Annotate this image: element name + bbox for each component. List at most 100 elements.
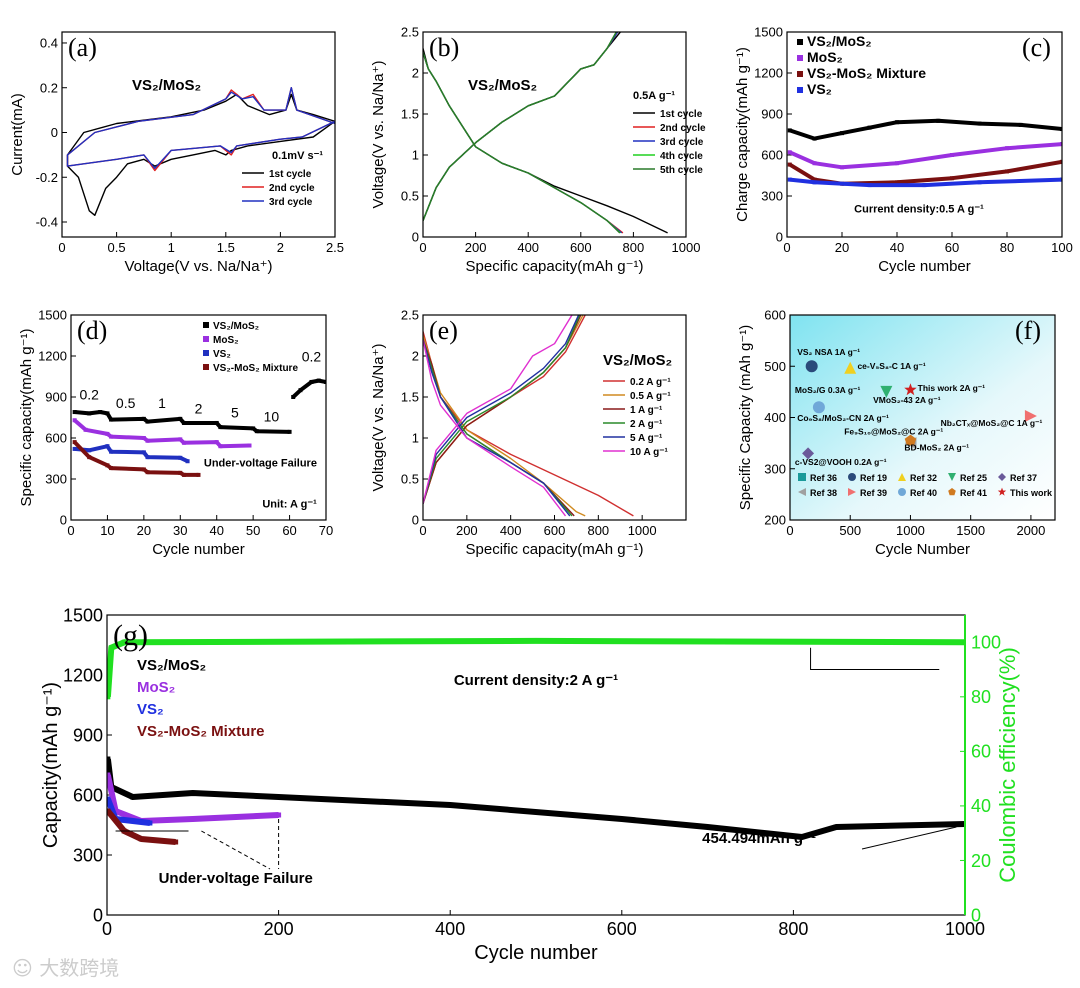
data-point xyxy=(812,161,817,166)
data-point xyxy=(950,153,954,157)
data-point xyxy=(812,401,825,414)
x-tick-label: 0 xyxy=(102,919,112,939)
data-point xyxy=(812,177,817,182)
annotation: Under-voltage Failure xyxy=(204,458,317,470)
legend-label: 2nd cycle xyxy=(660,123,706,134)
legend-marker xyxy=(203,350,209,356)
legend-marker xyxy=(998,473,1006,481)
data-point xyxy=(214,420,219,425)
y-right-tick-label: 20 xyxy=(971,851,991,871)
data-point xyxy=(904,434,917,446)
legend-label: Ref 25 xyxy=(960,473,987,483)
panel-title: VS₂/MoS₂ xyxy=(603,352,672,369)
x-tick-label: 1000 xyxy=(945,919,985,939)
y-axis-label: Specific capacity(mAh g⁻¹) xyxy=(18,329,35,507)
data-point xyxy=(87,411,92,416)
annotation: ce-V₅S₈-C 1A g⁻¹ xyxy=(857,361,925,371)
annotation: c-VS2@VOOH 0.2A g⁻¹ xyxy=(795,457,887,467)
annotation: VMoS₂-43 2A g⁻¹ xyxy=(873,395,941,405)
data-point xyxy=(83,427,88,432)
data-point xyxy=(1060,127,1062,132)
data-point xyxy=(962,821,965,827)
x-tick-label: 800 xyxy=(623,240,645,255)
panel-label: (c) xyxy=(1022,33,1051,62)
data-point xyxy=(276,812,282,818)
data-point xyxy=(72,446,77,451)
y-tick-label: 900 xyxy=(73,725,103,745)
x-tick-label: 50 xyxy=(246,523,260,538)
data-point xyxy=(121,639,127,645)
legend-marker xyxy=(848,488,856,496)
y-tick-label: 300 xyxy=(764,461,786,476)
data-point xyxy=(802,447,815,460)
x-tick-label: 60 xyxy=(945,240,959,255)
data-point xyxy=(109,466,114,471)
series-group xyxy=(423,32,668,234)
x-tick-label: 1.5 xyxy=(217,240,235,255)
data-point xyxy=(130,794,136,800)
y-tick-label: 1500 xyxy=(754,25,783,40)
legend-label: VS₂-MoS₂ Mixture xyxy=(137,723,265,740)
data-point xyxy=(922,183,927,188)
panel-b: 0 200 400 600 800 1000 0 0.5 1 1.5 2 2.5 Specific ca… xyxy=(370,25,706,275)
data-point xyxy=(72,418,77,423)
annotation: VS₂ NSA 1A g⁻¹ xyxy=(797,347,860,357)
data-point xyxy=(812,180,817,185)
data-point xyxy=(1060,159,1062,164)
data-point xyxy=(787,128,792,133)
y-tick-label: 0 xyxy=(60,513,67,528)
legend-marker xyxy=(948,488,956,496)
x-axis-label: Specific capacity(mAh g⁻¹) xyxy=(466,541,644,558)
data-point xyxy=(72,440,77,445)
annotation: 0.5 xyxy=(116,395,136,411)
data-point xyxy=(291,395,296,399)
data-point xyxy=(840,131,844,136)
data-point xyxy=(107,808,111,814)
data-point xyxy=(1024,409,1037,422)
panel-a: 0 0.5 1 1.5 2 2.5 -0.4 -0.2 0 0.2 0.4 Voltage(V vs.… xyxy=(9,31,344,275)
data-point xyxy=(812,136,817,141)
y-right-tick-label: 100 xyxy=(971,633,1001,653)
x-axis-label: Voltage(V vs. Na/Na⁺) xyxy=(125,258,273,275)
data-point xyxy=(138,836,144,842)
data-point xyxy=(178,416,183,421)
legend-label: MoS₂ xyxy=(213,335,239,346)
panel-label: (f) xyxy=(1015,316,1041,345)
y-right-tick-label: 80 xyxy=(971,687,991,707)
series-line xyxy=(789,177,1062,188)
y-tick-label: 0 xyxy=(412,513,419,528)
y-axis-label: Charge capacity(mAh g⁻¹) xyxy=(734,47,751,222)
x-axis-label: Cycle Number xyxy=(875,541,970,558)
data-point xyxy=(218,425,223,430)
legend-label: VS₂/MoS₂ xyxy=(213,321,259,332)
x-tick-label: 200 xyxy=(456,523,478,538)
x-tick-label: 600 xyxy=(607,919,637,939)
legend-marker xyxy=(798,488,806,496)
data-point xyxy=(895,120,899,125)
x-tick-label: 0 xyxy=(786,523,793,538)
series-line xyxy=(66,93,335,217)
y-tick-label: 1.5 xyxy=(401,390,419,405)
data-point xyxy=(1060,177,1062,182)
y-tick-label: 1200 xyxy=(754,66,783,81)
data-point xyxy=(141,416,146,421)
series-line xyxy=(423,315,581,504)
x-tick-label: 30 xyxy=(173,523,187,538)
legend-marker xyxy=(797,39,803,45)
series-line xyxy=(66,86,335,170)
legend-label: MoS₂ xyxy=(137,679,175,696)
y-tick-label: 2.5 xyxy=(401,308,419,323)
x-tick-label: 200 xyxy=(264,919,294,939)
series-line xyxy=(423,315,580,504)
legend-marker xyxy=(203,336,209,342)
annotation: Nb₂CTₓ@MoS₂@C 1A g⁻¹ xyxy=(941,418,1043,428)
legend-label: 3rd cycle xyxy=(269,197,313,208)
x-tick-label: 400 xyxy=(517,240,539,255)
data-point xyxy=(145,438,150,443)
y-tick-label: 0.4 xyxy=(40,36,58,51)
x-tick-label: 0.5 xyxy=(108,240,126,255)
y-axis-label: Current(mA) xyxy=(9,93,26,176)
data-point xyxy=(977,180,982,185)
legend-label: VS₂ xyxy=(213,349,231,360)
y-tick-label: 1500 xyxy=(63,605,103,625)
